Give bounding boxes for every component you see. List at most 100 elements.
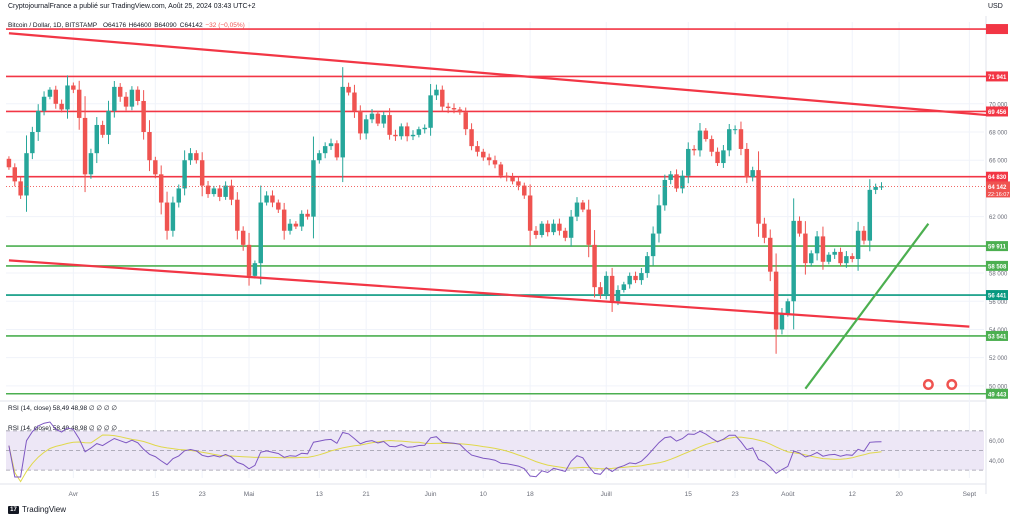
candle-body	[527, 195, 533, 231]
candle-body	[135, 89, 140, 101]
x-tick-label: Avr	[69, 491, 79, 498]
price-level-tag	[986, 106, 1008, 117]
candle-body	[451, 108, 457, 110]
candle-body	[188, 153, 193, 161]
candle-body	[428, 95, 433, 128]
candle-body	[399, 126, 404, 137]
price-level-tag	[986, 71, 1008, 82]
candle-body	[662, 179, 668, 206]
x-tick-label: Mai	[244, 491, 254, 498]
x-tick-label: Juill	[601, 491, 613, 498]
candle-body	[422, 127, 427, 130]
candle-body	[293, 223, 299, 227]
y-tick-label: 66 000	[989, 159, 1008, 165]
candle-body	[850, 256, 855, 259]
candle-body	[375, 113, 381, 124]
candle-body	[229, 185, 234, 200]
rsi-tick-label: 60,00	[989, 439, 1005, 445]
x-tick-label: Sept	[963, 491, 977, 498]
candle-body	[492, 160, 498, 165]
y-tick-label: 62 000	[989, 215, 1008, 221]
candle-body	[346, 86, 351, 93]
candle-body	[100, 124, 105, 135]
event-badge-icon-inner	[925, 381, 932, 388]
candle-body	[867, 189, 873, 241]
candle-body	[82, 117, 88, 175]
candle-body	[516, 181, 521, 186]
candle-body	[545, 223, 550, 233]
candle-body	[112, 86, 117, 111]
x-tick-label: 18	[527, 491, 535, 498]
candle-body	[803, 233, 808, 264]
candle-body	[445, 106, 451, 109]
candle-body	[738, 129, 744, 149]
y-tick-label: 58 000	[989, 272, 1008, 278]
price-level-tag	[986, 290, 1008, 301]
candle-body	[123, 96, 129, 107]
legend-change: −32 (−0,05%)	[205, 22, 244, 29]
candle-body	[299, 213, 304, 227]
candle-body	[393, 134, 398, 137]
legend-symbol: Bitcoin / Dollar, 1D, BITSTAMP	[8, 22, 97, 29]
candle-body	[35, 110, 41, 133]
candle-body	[498, 164, 504, 176]
candle-body	[627, 275, 632, 285]
candle-body	[826, 254, 832, 262]
legend-open: O64176	[103, 22, 127, 29]
candle-body	[235, 199, 240, 231]
candle-body	[814, 236, 820, 254]
candle-body	[469, 129, 474, 147]
candle-body	[246, 244, 252, 276]
x-tick-label: 15	[152, 491, 160, 498]
chart-header: CryptojournalFrance a publié sur Trading…	[0, 0, 1024, 16]
candle-body	[656, 205, 662, 234]
candle-body	[633, 275, 638, 281]
candle-body	[47, 89, 53, 97]
candle-body	[117, 86, 123, 97]
current-price-tag	[986, 181, 1010, 198]
candle-body	[223, 185, 228, 197]
x-tick-label: 12	[849, 491, 857, 498]
x-tick-label: 15	[685, 491, 693, 498]
candle-body	[276, 202, 281, 210]
candle-body	[580, 202, 586, 210]
candle-body	[164, 202, 170, 231]
candle-body	[750, 170, 755, 178]
tradingview-logo-mark: 17	[8, 505, 19, 514]
candle-body	[680, 175, 685, 189]
x-tick-label: 23	[731, 491, 739, 498]
price-level-tag	[986, 241, 1008, 252]
candle-body	[369, 113, 375, 120]
candle-body	[252, 263, 258, 276]
candle-body	[41, 96, 47, 111]
candle-body	[217, 188, 222, 197]
candle-body	[71, 85, 76, 90]
price-level-tag	[986, 388, 1008, 399]
candle-body	[305, 213, 310, 217]
candle-body	[53, 89, 59, 104]
candle-body	[240, 230, 246, 245]
candle-body	[686, 148, 691, 176]
candle-body	[170, 202, 176, 231]
candle-body	[838, 251, 843, 264]
legend-low: B64090	[154, 22, 177, 29]
price-level-label: 71 941	[988, 75, 1007, 81]
candle-body	[94, 124, 99, 154]
candle-body	[317, 153, 322, 161]
tradingview-logo[interactable]: 17 TradingView	[8, 505, 66, 514]
candle-body	[756, 170, 761, 224]
price-level-label: 49 443	[988, 392, 1007, 398]
price-level-label: 59 911	[988, 245, 1007, 251]
candle-body	[522, 185, 527, 196]
event-badge-icon-inner	[948, 381, 955, 388]
price-level-tag	[986, 330, 1008, 341]
price-level-label: 69 456	[988, 110, 1007, 116]
candle-body	[650, 233, 656, 257]
rsi-band	[6, 430, 984, 471]
rising-trendline-line	[804, 223, 930, 390]
candle-body	[88, 153, 94, 175]
y-tick-label: 56 000	[989, 300, 1008, 306]
candle-body	[404, 126, 410, 137]
candle-body	[832, 251, 837, 255]
